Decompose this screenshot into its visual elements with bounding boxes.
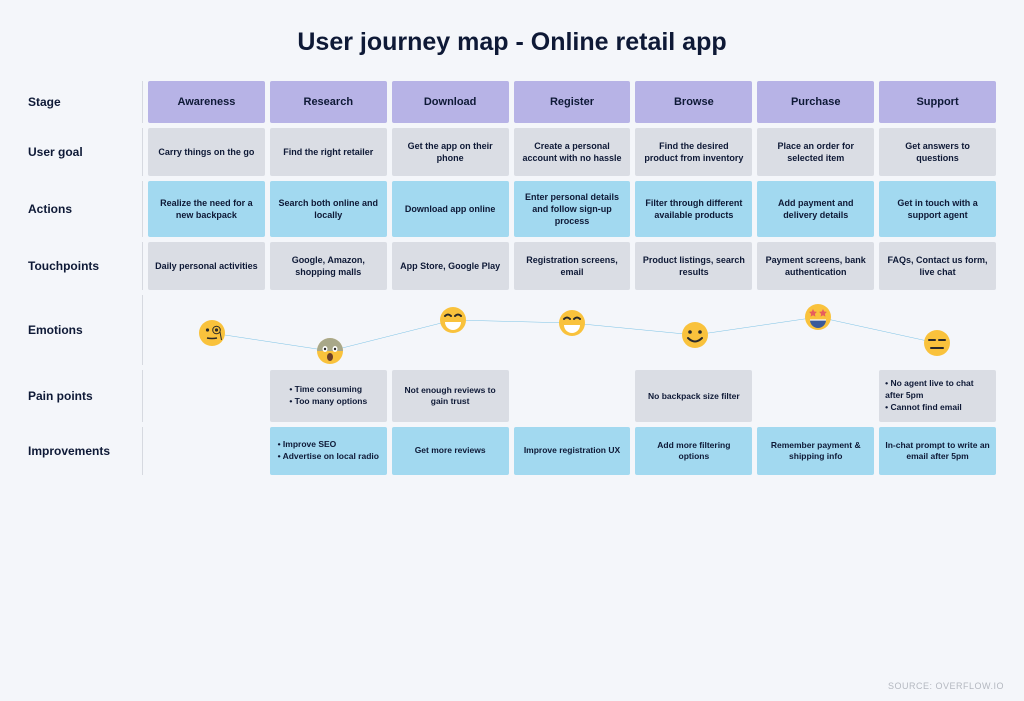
emotions-container: [148, 295, 996, 365]
pain-cell: • No agent live to chat after 5pm• Canno…: [879, 370, 996, 422]
user-goal-cell: Find the right retailer: [270, 128, 387, 176]
monocle-emoji-icon: [198, 319, 226, 347]
stage-cell: Register: [514, 81, 631, 123]
pain-cell-empty: [514, 370, 631, 422]
expressionless-emoji-icon: [923, 329, 951, 357]
user-goal-cell: Carry things on the go: [148, 128, 265, 176]
improve-cell: Remember payment & shipping info: [757, 427, 874, 475]
source-attribution: SOURCE: OVERFLOW.IO: [888, 681, 1004, 691]
pain-cell: • Time consuming• Too many options: [270, 370, 387, 422]
actions-cell: Enter personal details and follow sign-u…: [514, 181, 631, 237]
actions-cell: Search both online and locally: [270, 181, 387, 237]
row-label-pain-points: Pain points: [28, 370, 143, 422]
improve-cell: Improve registration UX: [514, 427, 631, 475]
pain-cell-empty: [148, 370, 265, 422]
touchpoints-cell: Registration screens, email: [514, 242, 631, 290]
actions-cell: Realize the need for a new backpack: [148, 181, 265, 237]
improve-cell: Get more reviews: [392, 427, 509, 475]
row-label-emotions: Emotions: [28, 295, 143, 365]
touchpoints-cell: App Store, Google Play: [392, 242, 509, 290]
user-goal-cell: Get the app on their phone: [392, 128, 509, 176]
journey-grid: Stage Awareness Research Download Regist…: [28, 81, 996, 475]
pain-cell: Not enough reviews to gain trust: [392, 370, 509, 422]
user-goal-cell: Place an order for selected item: [757, 128, 874, 176]
row-label-improvements: Improvements: [28, 427, 143, 475]
smile_hearts-emoji-icon: [681, 321, 709, 349]
fearful-emoji-icon: [316, 337, 344, 365]
user-goal-cell: Create a personal account with no hassle: [514, 128, 631, 176]
star_eyes-emoji-icon: [804, 303, 832, 331]
actions-cell: Get in touch with a support agent: [879, 181, 996, 237]
stage-cell: Awareness: [148, 81, 265, 123]
improve-cell-empty: [148, 427, 265, 475]
actions-cell: Add payment and delivery details: [757, 181, 874, 237]
touchpoints-cell: Google, Amazon, shopping malls: [270, 242, 387, 290]
touchpoints-cell: Payment screens, bank authentication: [757, 242, 874, 290]
improve-cell: • Improve SEO• Advertise on local radio: [270, 427, 387, 475]
pain-cell: No backpack size filter: [635, 370, 752, 422]
actions-cell: Download app online: [392, 181, 509, 237]
user-goal-cell: Find the desired product from inventory: [635, 128, 752, 176]
touchpoints-cell: Daily personal activities: [148, 242, 265, 290]
page-title: User journey map - Online retail app: [28, 28, 996, 57]
pain-cell-empty: [757, 370, 874, 422]
stage-cell: Research: [270, 81, 387, 123]
touchpoints-cell: FAQs, Contact us form, live chat: [879, 242, 996, 290]
stage-cell: Support: [879, 81, 996, 123]
row-label-touchpoints: Touchpoints: [28, 242, 143, 290]
journey-map-container: User journey map - Online retail app Sta…: [0, 0, 1024, 495]
row-label-actions: Actions: [28, 181, 143, 237]
improve-cell: In-chat prompt to write an email after 5…: [879, 427, 996, 475]
user-goal-cell: Get answers to questions: [879, 128, 996, 176]
improve-cell: Add more filtering options: [635, 427, 752, 475]
actions-cell: Filter through different available produ…: [635, 181, 752, 237]
stage-cell: Browse: [635, 81, 752, 123]
stage-cell: Download: [392, 81, 509, 123]
stage-cell: Purchase: [757, 81, 874, 123]
row-label-user-goal: User goal: [28, 128, 143, 176]
touchpoints-cell: Product listings, search results: [635, 242, 752, 290]
grin-emoji-icon: [439, 306, 467, 334]
grin-emoji-icon: [558, 309, 586, 337]
row-label-stage: Stage: [28, 81, 143, 123]
